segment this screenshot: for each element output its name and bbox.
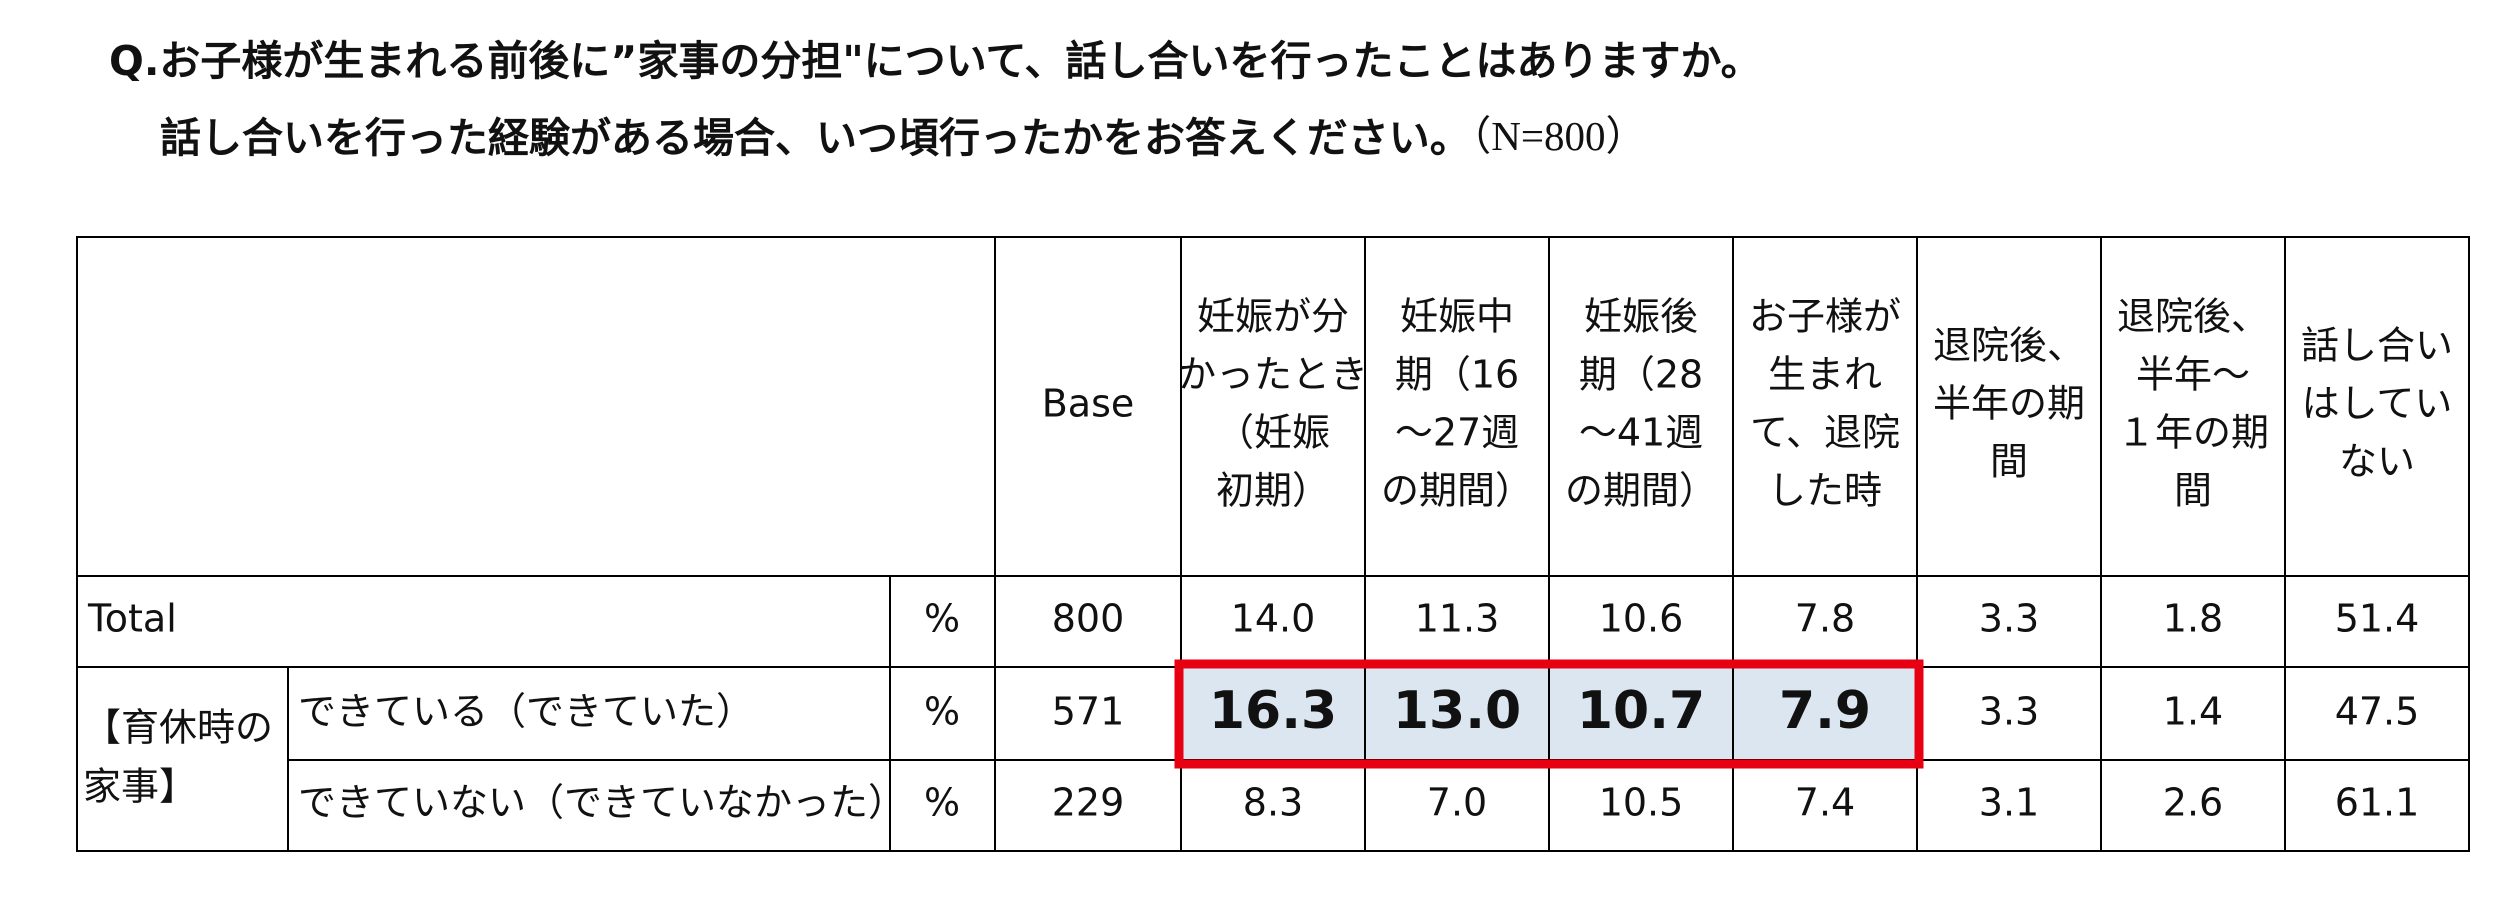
cell-value: 8.3 [1243, 781, 1303, 825]
column-header: お子様が [1749, 295, 1901, 339]
column-header: （妊娠 [1216, 411, 1330, 455]
unit: % [924, 781, 960, 825]
cell-value: 14.0 [1231, 597, 1316, 641]
column-header: 話し合い [2301, 324, 2453, 368]
column-header: 間 [2174, 469, 2212, 513]
title-text: 話し合いを行った経験がある場合、いつ頃行ったかをお答えください。 [160, 114, 1471, 162]
column-header: 半年～ [2136, 353, 2250, 397]
column-header: 生まれ [1768, 353, 1882, 397]
column-header: はしてい [2302, 382, 2453, 426]
column-header: て、退院 [1750, 411, 1900, 455]
cell-value: 7.8 [1795, 597, 1855, 641]
column-header: した時 [1768, 469, 1882, 513]
column-header: 妊娠後 [1584, 295, 1698, 339]
cell-value: 10.6 [1599, 597, 1684, 641]
column-header: 半年の期 [1933, 382, 2085, 426]
cell-value: 3.1 [1979, 781, 2039, 825]
cell-value: 2.6 [2163, 781, 2223, 825]
cell-value: 3.3 [1979, 690, 2039, 734]
cell-value: 10.5 [1599, 781, 1684, 825]
cell-value: 1.8 [2163, 597, 2223, 641]
row-label: できている（できていた） [298, 690, 754, 734]
column-header: 期（28 [1579, 353, 1703, 397]
cell-value: 47.5 [2335, 690, 2420, 734]
cell-value: 11.3 [1415, 597, 1500, 641]
cell-value: 13.0 [1393, 681, 1521, 741]
column-header: かったとき [1178, 353, 1368, 397]
cell-value: 61.1 [2335, 781, 2420, 825]
column-header: 退院後、 [1933, 324, 2085, 368]
column-header: の期間） [1381, 469, 1533, 513]
cell-value: 16.3 [1209, 681, 1337, 741]
cell-value: 7.9 [1779, 681, 1871, 741]
row-label: できていない（できていなかった） [298, 781, 906, 825]
group-label: 【育休時の [83, 706, 273, 750]
unit: % [924, 690, 960, 734]
unit: % [924, 597, 960, 641]
group-label: 家事】 [83, 765, 197, 809]
row-label: Total [87, 597, 177, 641]
column-header: 妊娠が分 [1197, 295, 1349, 339]
column-header: の期間） [1565, 469, 1717, 513]
cell-value: 10.7 [1577, 681, 1705, 741]
column-header: 期（16 [1395, 353, 1519, 397]
column-header: 妊娠中 [1400, 295, 1514, 339]
cell-value: 1.4 [2163, 690, 2223, 734]
cell-value: 229 [1052, 781, 1125, 825]
cell-value: 51.4 [2335, 597, 2420, 641]
column-header: １年の期 [2117, 411, 2269, 455]
cell-value: 3.3 [1979, 597, 2039, 641]
cell-value: 7.4 [1795, 781, 1855, 825]
title-line: Q.お子様が生まれる前後に”家事の分担"について、話し合いを行ったことはあります… [109, 37, 1762, 85]
column-header: 間 [1990, 440, 2028, 484]
column-header: 退院後、 [2117, 295, 2269, 339]
cell-value: 571 [1052, 690, 1125, 734]
column-header: Base [1042, 382, 1135, 426]
column-header: ない [2339, 440, 2415, 484]
column-header: ～27週 [1395, 411, 1519, 455]
title-line: 話し合いを行った経験がある場合、いつ頃行ったかをお答えください。（N=800） [160, 113, 1647, 162]
cell-value: 7.0 [1427, 781, 1487, 825]
table-border [76, 236, 2470, 852]
highlight-frame [1174, 659, 1924, 769]
title-note: （N=800） [1471, 113, 1647, 159]
column-header: 初期） [1216, 469, 1330, 513]
column-header: ～41週 [1579, 411, 1703, 455]
cell-value: 800 [1052, 597, 1125, 641]
